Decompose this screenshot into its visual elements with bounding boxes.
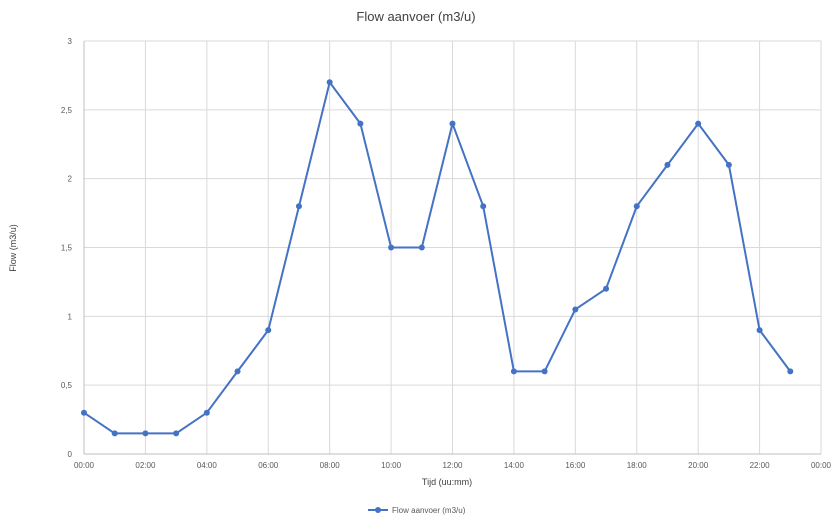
data-point: [449, 120, 456, 127]
data-point: [510, 368, 517, 375]
x-tick-label: 16:00: [565, 461, 586, 470]
x-axis-ticks: 00:00 02:00 04:00 06:00 08:00 10:00 12:00 14:00…: [74, 461, 832, 470]
series: [81, 79, 794, 437]
data-point: [725, 161, 732, 168]
x-tick-label: 06:00: [258, 461, 279, 470]
y-tick-label: 1: [68, 312, 73, 321]
y-tick-label: 2,5: [61, 106, 73, 115]
series-line: [83, 81, 792, 435]
x-tick-label: 20:00: [688, 461, 709, 470]
grid: [84, 40, 822, 454]
x-tick-label: 08:00: [320, 461, 341, 470]
x-axis-title: Tijd (uu:mm): [422, 477, 472, 487]
x-tick-label: 10:00: [381, 461, 402, 470]
data-point: [633, 203, 640, 210]
data-point: [111, 430, 118, 437]
data-point: [265, 327, 272, 334]
x-tick-label: 02:00: [135, 461, 156, 470]
x-tick-label: 22:00: [750, 461, 771, 470]
y-axis-ticks: 0 0,5 1 1,5 2 2,5 3: [61, 37, 73, 459]
data-point: [541, 368, 548, 375]
x-tick-label: 12:00: [442, 461, 463, 470]
data-point: [173, 430, 180, 437]
data-point: [418, 244, 425, 251]
data-point: [203, 409, 210, 416]
data-point: [695, 120, 702, 127]
y-axis-title: Flow (m3/u): [8, 224, 18, 272]
y-tick-label: 0,5: [61, 381, 73, 390]
data-point: [357, 120, 364, 127]
data-point: [81, 409, 87, 416]
x-tick-label: 04:00: [197, 461, 218, 470]
data-point: [234, 368, 241, 375]
data-point: [572, 306, 579, 313]
chart-title: Flow aanvoer (m3/u): [356, 9, 475, 24]
y-tick-label: 0: [68, 450, 73, 459]
data-point: [603, 285, 610, 292]
legend-label: Flow aanvoer (m3/u): [392, 506, 466, 515]
data-point: [756, 327, 763, 334]
data-point: [142, 430, 149, 437]
axes: [83, 41, 821, 455]
data-point: [295, 203, 302, 210]
data-point: [787, 368, 794, 375]
data-point: [664, 161, 671, 168]
x-tick-label: 14:00: [504, 461, 525, 470]
x-tick-label: 00:00: [811, 461, 832, 470]
legend-marker: [375, 507, 381, 513]
data-point: [326, 79, 333, 86]
y-tick-label: 1,5: [61, 244, 73, 253]
data-point: [388, 244, 395, 251]
x-tick-label: 00:00: [74, 461, 95, 470]
x-tick-label: 18:00: [627, 461, 648, 470]
y-tick-label: 3: [68, 37, 73, 46]
y-tick-label: 2: [68, 175, 73, 184]
data-point: [480, 203, 487, 210]
legend: Flow aanvoer (m3/u): [368, 506, 466, 515]
